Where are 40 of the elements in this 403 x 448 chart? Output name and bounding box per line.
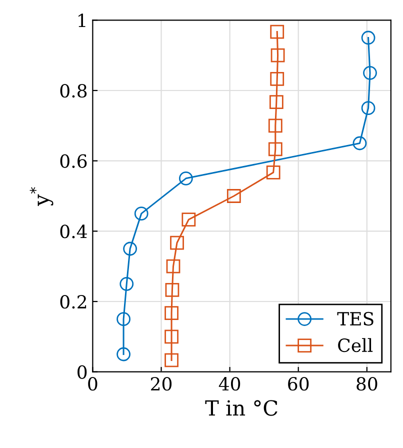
point [116, 347, 130, 362]
point [268, 142, 282, 156]
point [268, 118, 282, 133]
point [270, 24, 284, 39]
point [164, 353, 178, 368]
point [266, 165, 280, 180]
y-tick-label: 0.4 [60, 224, 87, 238]
point [165, 282, 180, 297]
point [123, 242, 137, 256]
legend-label: Cell [338, 338, 373, 352]
y-tick-label: 0.6 [60, 154, 87, 168]
point [352, 136, 367, 150]
x-tick-label: 80 [356, 377, 378, 391]
point [170, 236, 184, 250]
point [116, 312, 130, 326]
point [361, 30, 376, 45]
y-tick-label: 0.2 [60, 294, 86, 309]
y-tick-label: 0 [78, 365, 87, 379]
point [270, 48, 285, 62]
point [178, 171, 193, 186]
x-tick-label: 40 [218, 377, 240, 391]
x-tick-label: 60 [288, 377, 309, 391]
legend-label: TES [337, 312, 374, 326]
point [166, 259, 180, 274]
y-tick-label: 1 [78, 14, 86, 28]
x-axis-title: T in °C [205, 400, 278, 416]
y-tick-label: 0.8 [60, 84, 87, 98]
x-tick-label: 0 [88, 377, 98, 391]
point [361, 101, 376, 116]
point [134, 206, 148, 221]
x-tick-label: 20 [150, 377, 172, 391]
point [120, 276, 134, 291]
point [269, 95, 284, 110]
point [270, 72, 284, 86]
point [164, 330, 178, 344]
y-axis-title: y$^{*}$ [30, 187, 54, 206]
point [164, 306, 178, 320]
point [363, 66, 377, 80]
point [226, 189, 241, 203]
point [182, 212, 196, 227]
